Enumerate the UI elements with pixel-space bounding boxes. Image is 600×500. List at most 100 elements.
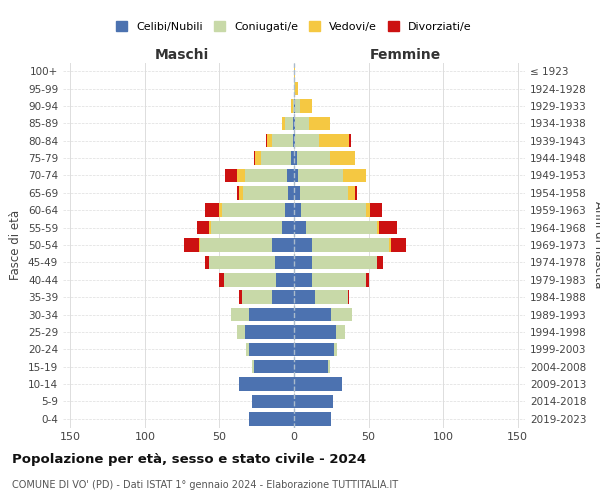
Bar — [306, 221, 377, 234]
Bar — [293, 134, 294, 147]
Bar — [255, 152, 261, 165]
Bar — [294, 116, 295, 130]
Bar — [294, 152, 297, 165]
Bar — [267, 134, 272, 147]
Bar — [294, 238, 312, 252]
Bar — [245, 168, 287, 182]
Bar — [294, 378, 341, 391]
Bar — [294, 394, 333, 408]
Bar — [294, 221, 306, 234]
Bar — [312, 273, 365, 286]
Bar — [184, 238, 199, 252]
Bar — [247, 342, 249, 356]
Bar — [294, 99, 295, 112]
Bar — [276, 273, 294, 286]
Bar — [294, 204, 301, 217]
Bar — [252, 360, 254, 374]
Bar — [295, 99, 300, 112]
Bar — [238, 325, 245, 338]
Bar — [275, 256, 294, 269]
Bar — [294, 342, 334, 356]
Bar — [349, 134, 350, 147]
Bar — [294, 168, 298, 182]
Bar — [291, 152, 294, 165]
Bar — [249, 308, 294, 322]
Bar — [272, 238, 294, 252]
Bar — [294, 256, 312, 269]
Bar — [254, 360, 294, 374]
Bar — [285, 116, 293, 130]
Bar — [355, 186, 356, 200]
Bar — [209, 221, 211, 234]
Bar — [223, 204, 285, 217]
Bar — [232, 308, 249, 322]
Bar — [391, 238, 406, 252]
Bar — [330, 152, 355, 165]
Bar — [377, 256, 383, 269]
Bar — [370, 204, 382, 217]
Bar — [200, 238, 272, 252]
Bar — [288, 186, 294, 200]
Bar — [295, 82, 298, 96]
Bar — [242, 290, 272, 304]
Bar — [199, 238, 200, 252]
Bar — [300, 186, 347, 200]
Bar — [343, 168, 365, 182]
Y-axis label: Anni di nascita: Anni di nascita — [592, 202, 600, 288]
Bar — [301, 204, 365, 217]
Bar — [315, 290, 347, 304]
Text: Maschi: Maschi — [155, 48, 209, 62]
Bar — [295, 116, 309, 130]
Bar — [285, 204, 294, 217]
Legend: Celibi/Nubili, Coniugati/e, Vedovi/e, Divorziati/e: Celibi/Nubili, Coniugati/e, Vedovi/e, Di… — [112, 17, 476, 36]
Bar — [312, 256, 377, 269]
Bar — [294, 186, 300, 200]
Bar — [254, 152, 255, 165]
Bar — [331, 308, 352, 322]
Bar — [287, 168, 294, 182]
Bar — [347, 290, 349, 304]
Bar — [389, 238, 391, 252]
Bar — [309, 116, 330, 130]
Bar — [334, 342, 337, 356]
Bar — [291, 99, 293, 112]
Bar — [377, 221, 379, 234]
Bar — [365, 273, 368, 286]
Bar — [239, 290, 242, 304]
Bar — [205, 204, 220, 217]
Bar — [224, 273, 276, 286]
Bar — [249, 412, 294, 426]
Bar — [328, 360, 330, 374]
Bar — [294, 64, 295, 78]
Bar — [294, 360, 328, 374]
Bar — [294, 82, 295, 96]
Bar — [249, 342, 294, 356]
Bar — [294, 134, 295, 147]
Bar — [294, 308, 331, 322]
Bar — [272, 290, 294, 304]
Bar — [220, 204, 223, 217]
Bar — [239, 186, 244, 200]
Bar — [238, 168, 245, 182]
Bar — [294, 290, 315, 304]
Bar — [312, 238, 389, 252]
Bar — [272, 134, 293, 147]
Bar — [245, 325, 294, 338]
Bar — [293, 99, 294, 112]
Bar — [336, 325, 344, 338]
Bar — [294, 412, 331, 426]
Bar — [294, 273, 312, 286]
Bar — [365, 204, 370, 217]
Bar — [347, 186, 355, 200]
Bar — [238, 186, 239, 200]
Bar — [295, 134, 319, 147]
Text: Femmine: Femmine — [370, 48, 442, 62]
Bar — [226, 168, 238, 182]
Text: Popolazione per età, sesso e stato civile - 2024: Popolazione per età, sesso e stato civil… — [12, 452, 366, 466]
Bar — [211, 221, 282, 234]
Bar — [282, 116, 285, 130]
Bar — [319, 134, 349, 147]
Bar — [298, 168, 343, 182]
Bar — [197, 221, 209, 234]
Bar — [266, 134, 267, 147]
